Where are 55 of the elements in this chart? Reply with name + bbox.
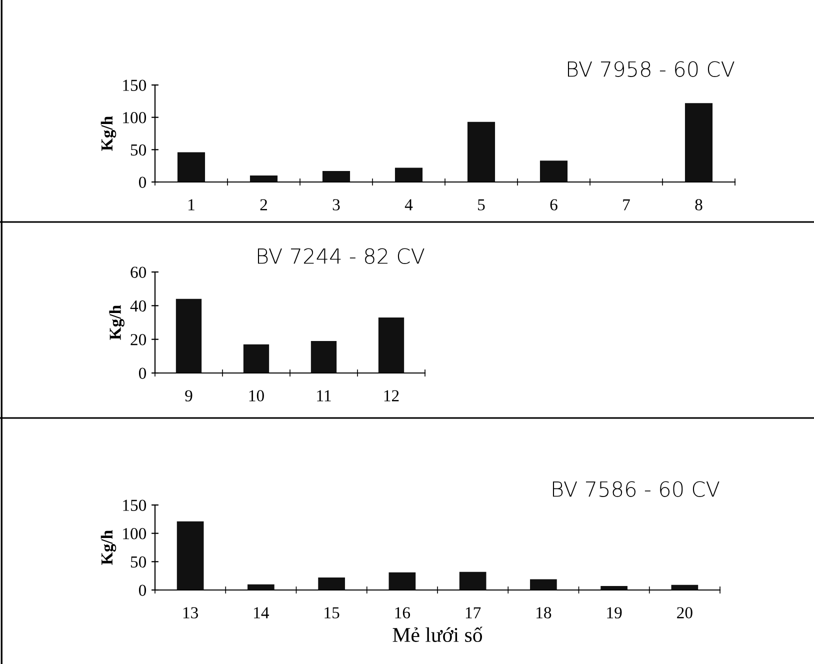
bar	[250, 176, 278, 182]
bar	[310, 341, 337, 373]
x-tick-label: 13	[183, 607, 198, 618]
bar	[318, 578, 345, 590]
bar	[394, 168, 423, 182]
x-tick-label: 6	[550, 199, 558, 210]
bar	[176, 521, 204, 590]
y-tick-label: 50	[130, 556, 146, 568]
bar	[388, 572, 416, 590]
x-tick-label: 16	[395, 607, 410, 618]
x-tick-label: 4	[404, 199, 413, 210]
x-tick-label: 10	[249, 390, 264, 402]
bar	[176, 298, 202, 373]
bar	[530, 579, 557, 590]
chart-title: BV 7586 - 60 CV	[552, 481, 720, 497]
chart-title: BV 7958 - 60 CV	[568, 61, 734, 77]
y-tick-label: 20	[130, 334, 146, 346]
x-tick-label: 5	[478, 199, 485, 210]
bar	[378, 317, 404, 373]
x-tick-label: 3	[332, 199, 340, 210]
y-axis-title: Kg/h	[100, 116, 116, 151]
x-tick-label: 9	[185, 390, 192, 402]
y-axis-title: Kg/h	[109, 305, 124, 340]
bar	[243, 344, 270, 373]
y-axis-title: Kg/h	[100, 530, 116, 565]
bar	[540, 160, 568, 182]
bar	[459, 572, 486, 590]
y-tick-label: 150	[123, 80, 146, 91]
x-tick-label: 19	[607, 607, 622, 618]
x-tick-label: 8	[695, 199, 702, 210]
bar	[322, 171, 350, 182]
chart-title: BV 7244 - 82 CV	[258, 248, 424, 264]
y-tick-label: 40	[130, 300, 146, 312]
x-tick-label: 15	[324, 607, 340, 618]
y-tick-label: 100	[123, 528, 146, 540]
x-tick-label: 7	[623, 199, 630, 210]
x-tick-label: 2	[260, 199, 267, 210]
x-tick-label: 12	[384, 390, 399, 402]
bar	[467, 122, 496, 182]
x-tick-label: 18	[536, 607, 552, 618]
y-tick-label: 0	[138, 584, 146, 596]
x-axis-title: Mẻ lưới số	[392, 626, 482, 642]
y-tick-label: 0	[138, 176, 146, 188]
x-tick-label: 20	[677, 607, 692, 618]
y-tick-label: 50	[130, 144, 146, 156]
y-tick-label: 60	[130, 266, 146, 278]
x-tick-label: 17	[466, 607, 481, 618]
bar	[684, 103, 713, 182]
y-tick-label: 0	[138, 368, 146, 379]
x-tick-label: 1	[188, 199, 194, 210]
bar	[177, 152, 206, 182]
x-tick-label: 11	[317, 390, 331, 402]
y-tick-label: 150	[123, 500, 146, 511]
x-tick-label: 14	[254, 607, 270, 618]
y-tick-label: 100	[123, 112, 146, 124]
